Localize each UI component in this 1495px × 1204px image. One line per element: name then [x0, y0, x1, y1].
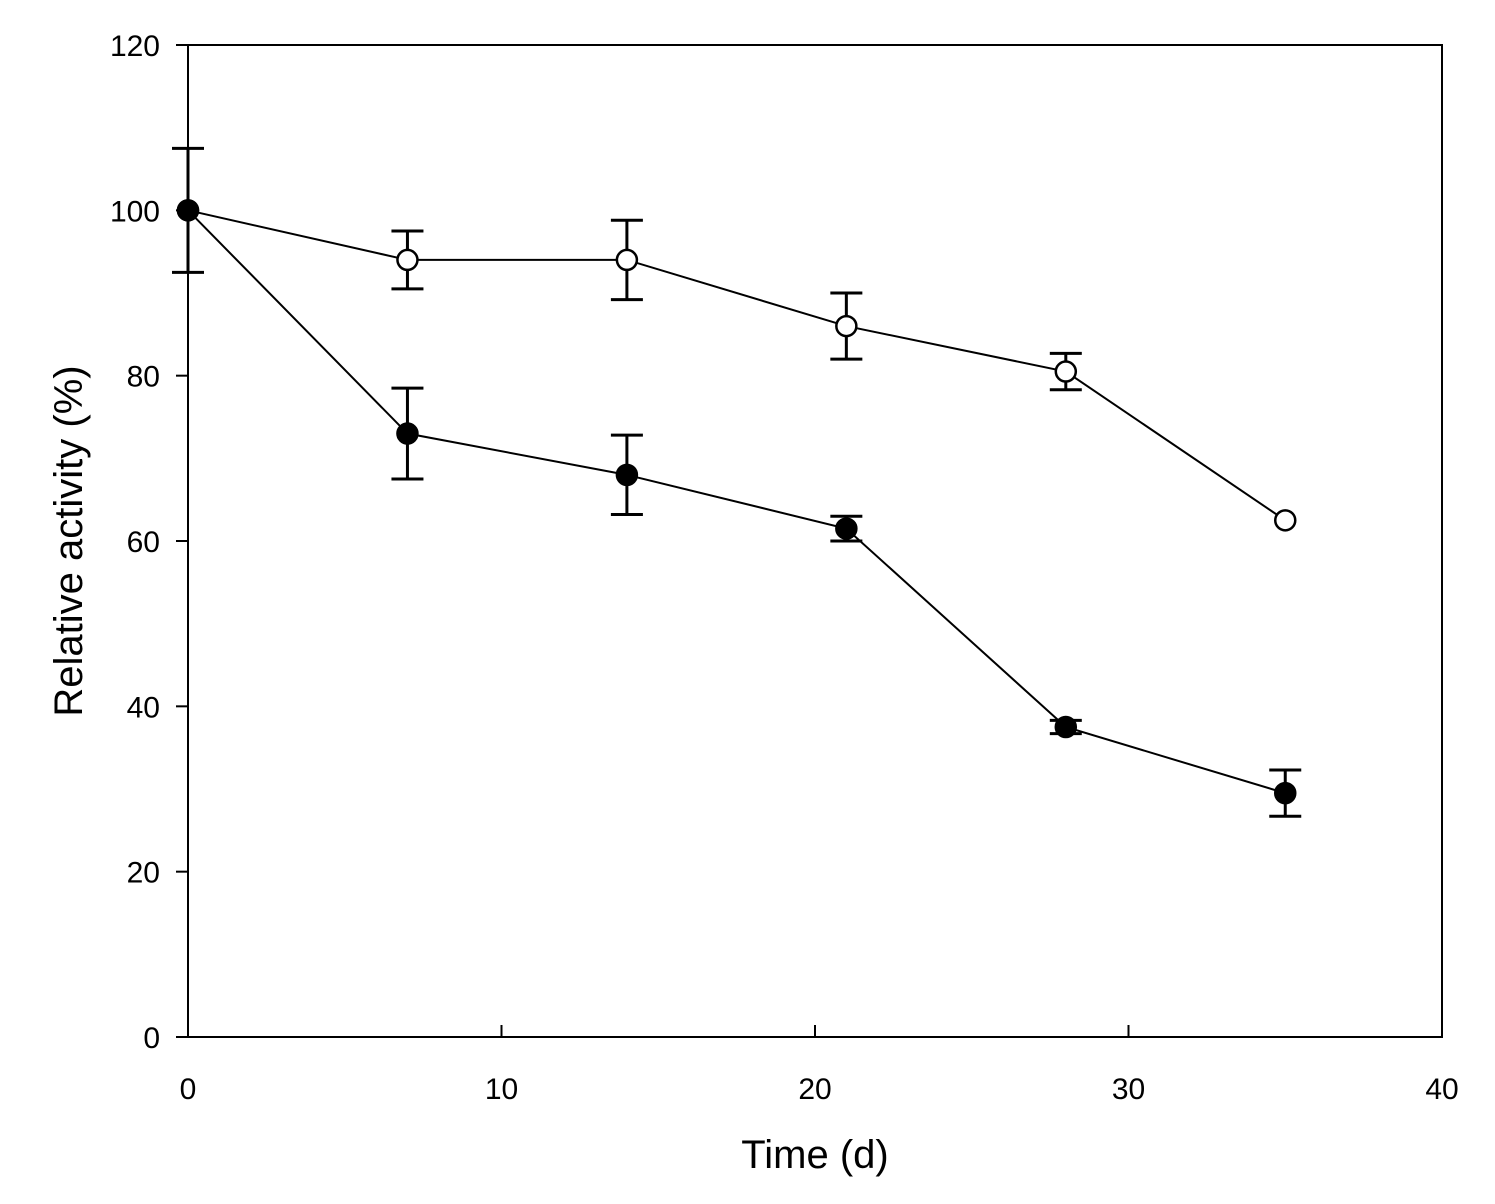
data-point-open-21 — [835, 314, 858, 338]
data-point-filled-35 — [1274, 781, 1297, 805]
y-tick-label-60: 60 — [127, 526, 160, 559]
data-point-filled-28 — [1054, 715, 1078, 739]
x-tick-label-0: 0 — [180, 1073, 197, 1106]
y-tick-label-100: 100 — [110, 195, 160, 228]
y-tick-label-120: 120 — [110, 30, 160, 63]
x-tick-label-20: 20 — [798, 1073, 831, 1106]
x-axis-title: Time (d) — [741, 1133, 888, 1177]
y-tick-label-40: 40 — [127, 691, 160, 724]
data-point-open-28 — [1054, 360, 1078, 383]
x-tick-label-30: 30 — [1112, 1073, 1145, 1106]
y-tick-label-80: 80 — [127, 361, 160, 394]
data-point-open-7 — [396, 248, 419, 272]
y-tick-label-0: 0 — [143, 1022, 160, 1055]
data-point-open-14 — [615, 248, 639, 272]
axes: 0 10 20 30 40 0 20 40 60 80 100 120 — [110, 30, 1459, 1106]
series-line-open — [187, 209, 1286, 522]
y-axis-title: Relative activity (%) — [47, 365, 91, 716]
data-point-filled-7 — [396, 422, 419, 445]
data-point-filled-21 — [835, 517, 858, 540]
data-point-open-35 — [1274, 509, 1297, 532]
series — [172, 146, 1302, 818]
x-tick-label-10: 10 — [485, 1073, 518, 1106]
data-point-filled-0 — [176, 199, 200, 222]
data-point-filled-14 — [615, 463, 639, 487]
x-tick-label-40: 40 — [1425, 1073, 1458, 1106]
y-tick-label-20: 20 — [127, 857, 160, 890]
series-line-filled — [187, 209, 1286, 795]
plot-frame — [187, 44, 1443, 1038]
